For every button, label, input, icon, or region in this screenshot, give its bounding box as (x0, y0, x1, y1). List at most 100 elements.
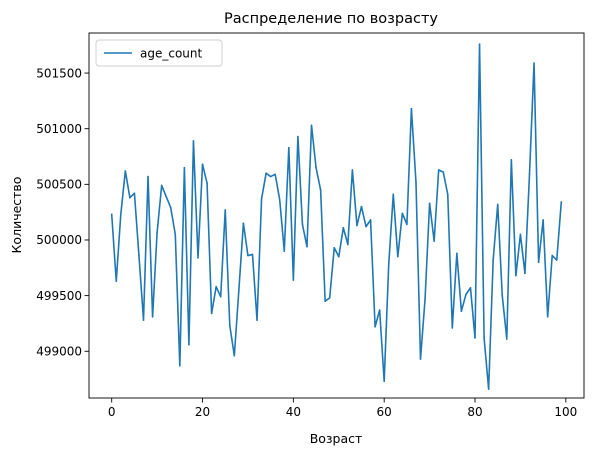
data-point (383, 380, 385, 383)
data-point (469, 287, 472, 289)
data-point (110, 213, 113, 216)
data-point (247, 254, 249, 257)
data-point (206, 182, 208, 185)
x-tick-label: 0 (108, 405, 116, 419)
data-point (324, 300, 326, 302)
data-point (292, 279, 295, 281)
data-point (496, 203, 499, 206)
data-point (378, 309, 381, 311)
x-tick-label: 100 (554, 405, 577, 419)
data-point (115, 280, 118, 282)
data-point (546, 315, 549, 318)
y-tick-label: 499000 (36, 344, 82, 358)
data-point (288, 146, 290, 149)
data-point (492, 259, 494, 261)
data-point (460, 310, 463, 313)
data-point (433, 240, 435, 242)
data-point (215, 285, 217, 288)
data-point (342, 226, 345, 229)
data-point (533, 62, 535, 64)
legend: age_count (95, 39, 223, 67)
data-point (406, 223, 408, 226)
data-point (501, 294, 504, 297)
y-tick-label: 500000 (36, 233, 82, 247)
plot-area-frame (88, 32, 585, 399)
data-point (347, 243, 349, 246)
series-line-age-count (110, 43, 563, 390)
y-axis-label: Количество (9, 177, 24, 254)
data-point (210, 312, 213, 315)
axis-ticks: 0 20 40 60 80 100 499000 499500 500000 500500 5010… (36, 66, 577, 419)
data-point (437, 169, 440, 171)
data-point (274, 173, 276, 176)
data-point (456, 252, 458, 255)
data-point (528, 173, 531, 176)
data-point (169, 206, 172, 209)
data-point (419, 358, 422, 360)
y-tick-label: 501000 (36, 122, 82, 136)
data-point (269, 175, 272, 178)
data-point (474, 337, 476, 339)
data-point (283, 250, 286, 252)
data-point (478, 43, 481, 45)
y-tick-label: 500500 (36, 178, 82, 192)
data-point (524, 272, 526, 275)
data-point (160, 184, 163, 187)
data-point (328, 297, 331, 299)
data-point (515, 274, 517, 277)
x-tick-label: 40 (286, 405, 301, 419)
data-point (424, 298, 426, 300)
data-point (487, 388, 490, 390)
data-point (256, 319, 258, 321)
series-layer (110, 43, 563, 390)
data-point (138, 254, 140, 257)
data-point (519, 233, 522, 236)
data-point (238, 289, 240, 291)
data-point (351, 169, 354, 171)
y-tick-label: 501500 (36, 66, 82, 80)
data-point (301, 223, 304, 226)
data-point (188, 343, 190, 346)
data-point (306, 245, 308, 248)
legend-label-age-count: age_count (140, 47, 203, 61)
data-point (410, 107, 413, 110)
data-point (260, 198, 263, 200)
data-point (397, 255, 399, 258)
data-point (142, 319, 145, 321)
data-point (156, 231, 158, 233)
data-point (542, 219, 544, 221)
data-point (555, 259, 558, 261)
data-point (133, 192, 136, 195)
data-point (401, 212, 404, 215)
y-tick-label: 499500 (36, 289, 82, 303)
data-point (428, 202, 431, 205)
data-point (219, 295, 222, 298)
chart-title: Распределение по возрасту (224, 11, 438, 27)
data-point (319, 189, 322, 191)
data-point (510, 159, 513, 161)
data-point (228, 324, 231, 327)
data-point (265, 172, 267, 175)
legend-box (95, 39, 223, 67)
data-point (451, 327, 454, 329)
x-tick-label: 60 (377, 405, 392, 419)
data-point (315, 166, 317, 169)
data-point (369, 219, 372, 221)
data-point (242, 222, 245, 225)
data-point (465, 293, 467, 296)
data-point (392, 193, 395, 196)
data-point (537, 261, 540, 264)
data-point (124, 170, 127, 172)
data-point (151, 315, 154, 318)
data-point (337, 255, 340, 258)
data-point (360, 205, 363, 208)
data-point (183, 166, 186, 169)
data-point (446, 193, 449, 196)
data-point (192, 140, 195, 142)
x-tick-label: 80 (467, 405, 482, 419)
data-point (365, 225, 367, 228)
data-point (179, 364, 181, 367)
data-point (505, 338, 508, 340)
